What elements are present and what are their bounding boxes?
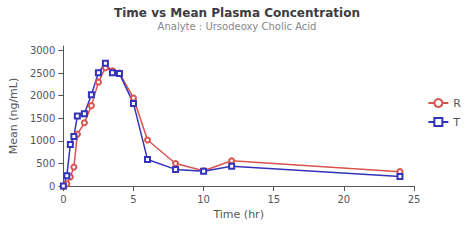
svg-text:5: 5: [130, 194, 136, 205]
svg-text:10: 10: [197, 194, 210, 205]
svg-text:R: R: [453, 97, 461, 110]
svg-text:500: 500: [36, 158, 55, 169]
svg-text:20: 20: [338, 194, 351, 205]
svg-text:2500: 2500: [30, 68, 55, 79]
svg-text:3000: 3000: [30, 45, 55, 56]
svg-text:0: 0: [60, 194, 66, 205]
svg-text:Time vs Mean Plasma Concentrat: Time vs Mean Plasma Concentration: [114, 6, 360, 20]
svg-text:1500: 1500: [30, 113, 55, 124]
svg-text:T: T: [452, 116, 460, 129]
svg-text:15: 15: [267, 194, 280, 205]
svg-text:Time (hr): Time (hr): [212, 208, 264, 221]
svg-text:Analyte : Ursodeoxy Cholic Aci: Analyte : Ursodeoxy Cholic Acid: [158, 21, 317, 32]
svg-text:2000: 2000: [30, 90, 55, 101]
svg-text:25: 25: [408, 194, 421, 205]
svg-text:0: 0: [49, 181, 55, 192]
svg-text:Mean (ng/mL): Mean (ng/mL): [7, 78, 20, 155]
svg-text:1000: 1000: [30, 135, 55, 146]
